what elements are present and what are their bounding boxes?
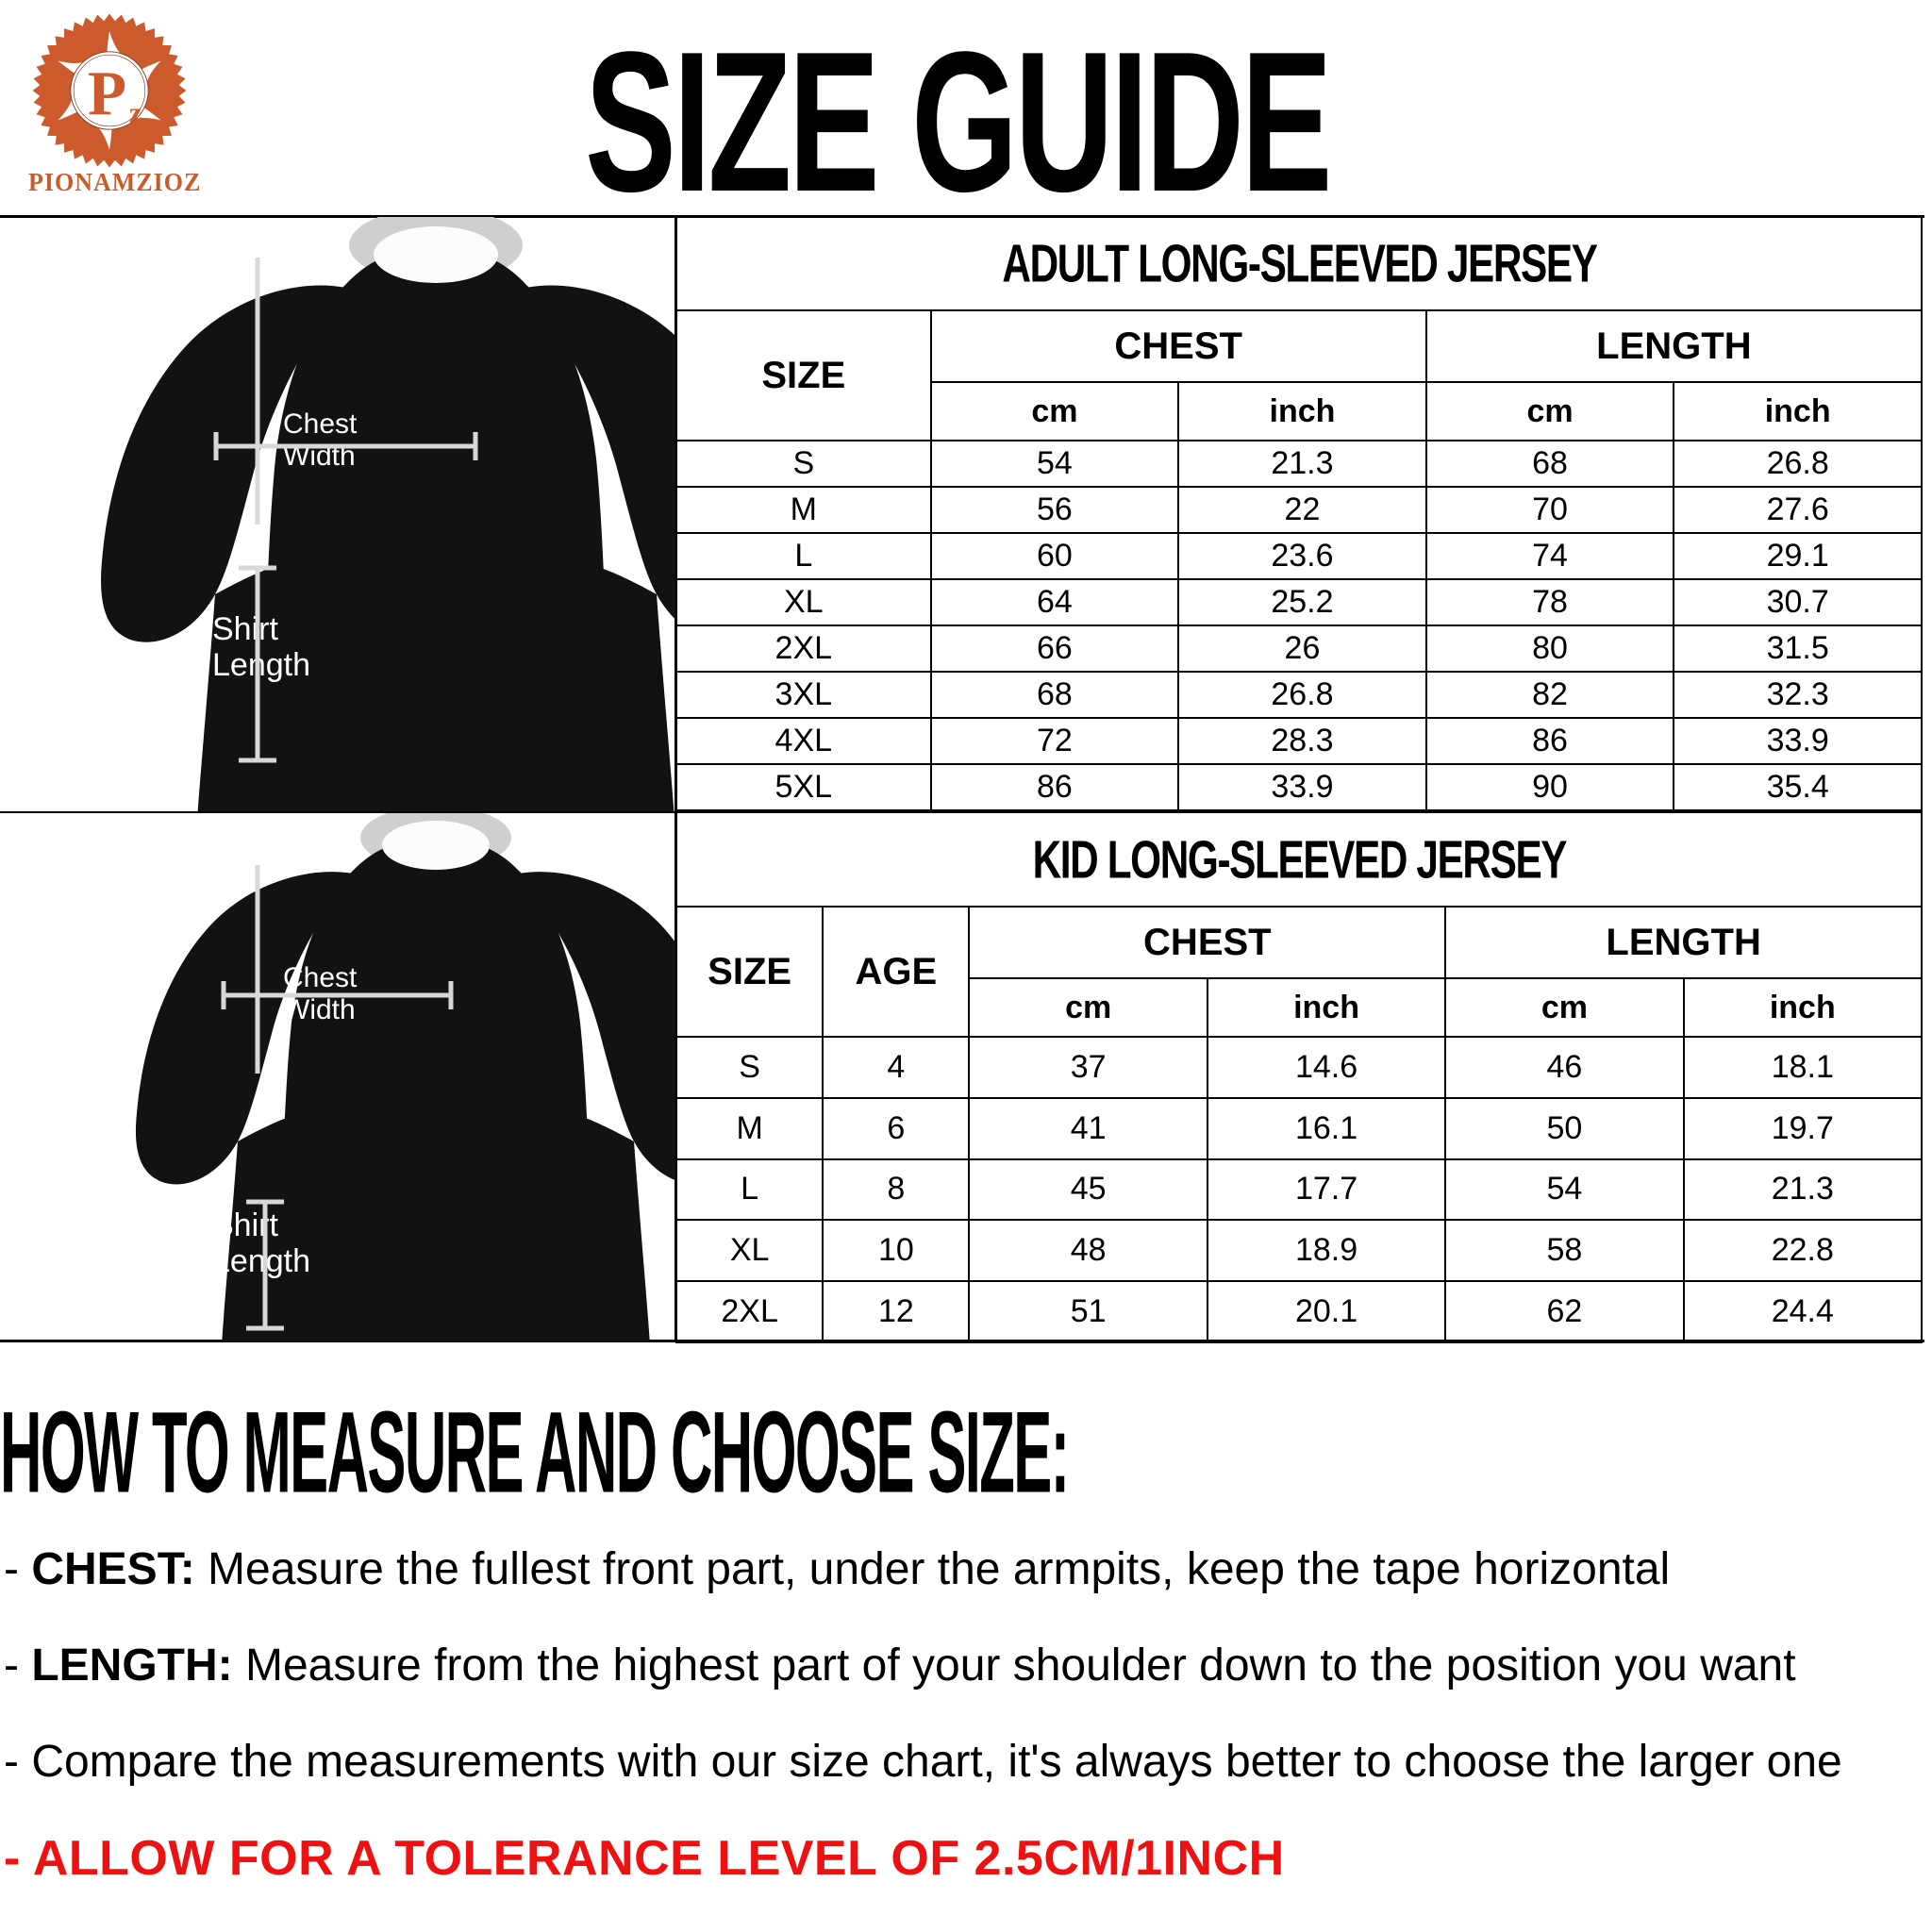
svg-text:z: z	[129, 97, 142, 129]
svg-text:P: P	[88, 58, 126, 128]
